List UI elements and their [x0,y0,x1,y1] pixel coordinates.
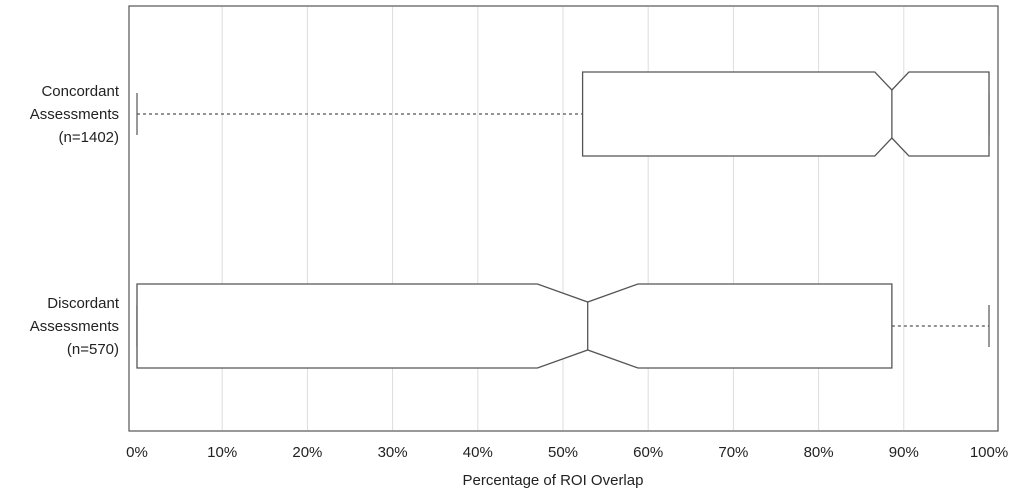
box-plot-group [136,71,990,157]
box-plot-group [136,283,990,369]
x-tick-label: 30% [378,444,408,461]
category-label-line: Assessments [30,106,119,123]
x-tick-label: 20% [292,444,322,461]
x-tick-label: 40% [463,444,493,461]
notched-box [136,283,893,369]
x-tick-label: 50% [548,444,578,461]
plot-frame [128,5,999,432]
category-label-line: (n=1402) [59,129,119,146]
category-label-line: Concordant [41,83,119,100]
x-tick-label: 90% [889,444,919,461]
category-labels: Concordant Assessments (n=1402) Discordant A… [30,83,120,358]
x-tick-label: 0% [126,444,148,461]
x-tick-label: 100% [970,444,1008,461]
x-tick-label: 60% [633,444,663,461]
category-label-line: Assessments [30,318,119,335]
x-tick-label: 10% [207,444,237,461]
box-series [136,71,990,369]
notched-box [581,71,990,157]
category-label-line: Discordant [47,295,120,312]
x-tick-label: 80% [804,444,834,461]
category-label-line: (n=570) [67,341,119,358]
x-tick-labels: 0% 10% 20% 30% 40% 50% 60% 70% 80% 90% 100% [126,444,1008,461]
x-axis-title: Percentage of ROI Overlap [463,472,644,489]
x-tick-label: 70% [718,444,748,461]
